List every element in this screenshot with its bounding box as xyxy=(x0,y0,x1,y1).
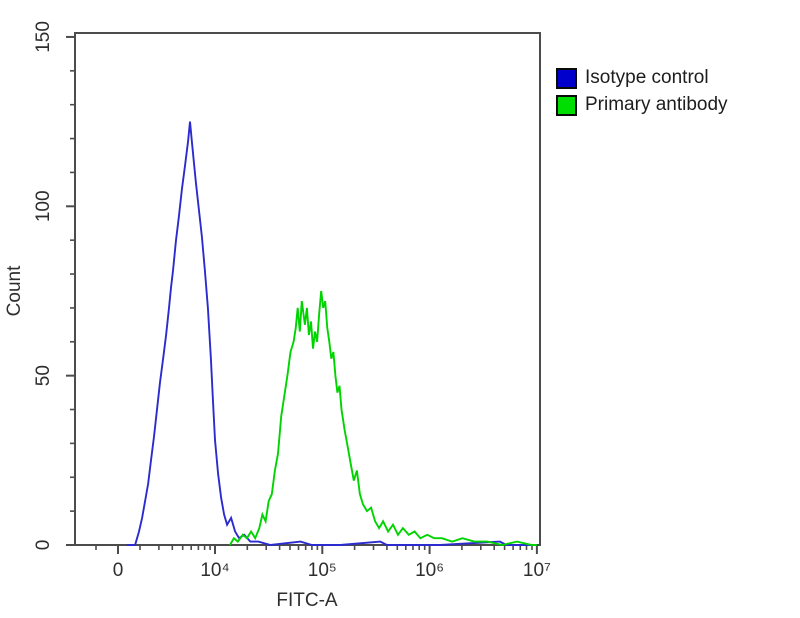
y-tick-label: 100 xyxy=(33,190,54,222)
x-tick-label: 10⁴ xyxy=(200,560,229,581)
y-tick-label: 50 xyxy=(33,365,54,386)
plot-frame xyxy=(74,32,541,546)
x-tick-label: 10⁶ xyxy=(415,560,444,581)
y-axis-title: Count xyxy=(4,265,25,316)
legend-label-primary-antibody: Primary antibody xyxy=(585,94,728,115)
legend-item-primary-antibody: Primary antibody xyxy=(556,93,728,117)
y-tick-label: 0 xyxy=(33,540,54,551)
series-curve-isotype-control xyxy=(126,121,537,546)
y-tick-label: 150 xyxy=(33,21,54,53)
legend-item-isotype-control: Isotype control xyxy=(556,66,728,90)
legend-label-isotype-control: Isotype control xyxy=(585,67,709,88)
plot-area: 0 10⁴ 10⁵ 10⁶ 10⁷ 0 50 100 150 xyxy=(33,21,551,581)
x-tick-label: 10⁷ xyxy=(523,560,551,581)
series-curve-primary-antibody xyxy=(229,290,537,546)
x-tick-label: 0 xyxy=(113,560,124,581)
x-tick-label: 10⁵ xyxy=(308,560,337,581)
isotype-control-swatch-icon xyxy=(556,67,577,89)
x-axis-title: FITC-A xyxy=(276,590,338,611)
primary-antibody-swatch-icon xyxy=(556,94,577,116)
legend: Isotype control Primary antibody xyxy=(556,66,728,117)
